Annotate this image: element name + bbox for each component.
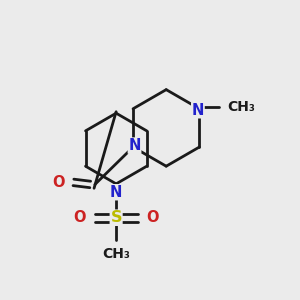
Text: N: N [110, 185, 122, 200]
Text: O: O [53, 175, 65, 190]
Text: N: N [192, 103, 204, 118]
Text: O: O [73, 210, 86, 225]
Text: N: N [128, 138, 141, 153]
Text: CH₃: CH₃ [102, 247, 130, 261]
Text: S: S [110, 210, 122, 225]
Text: O: O [146, 210, 159, 225]
Text: CH₃: CH₃ [227, 100, 255, 114]
